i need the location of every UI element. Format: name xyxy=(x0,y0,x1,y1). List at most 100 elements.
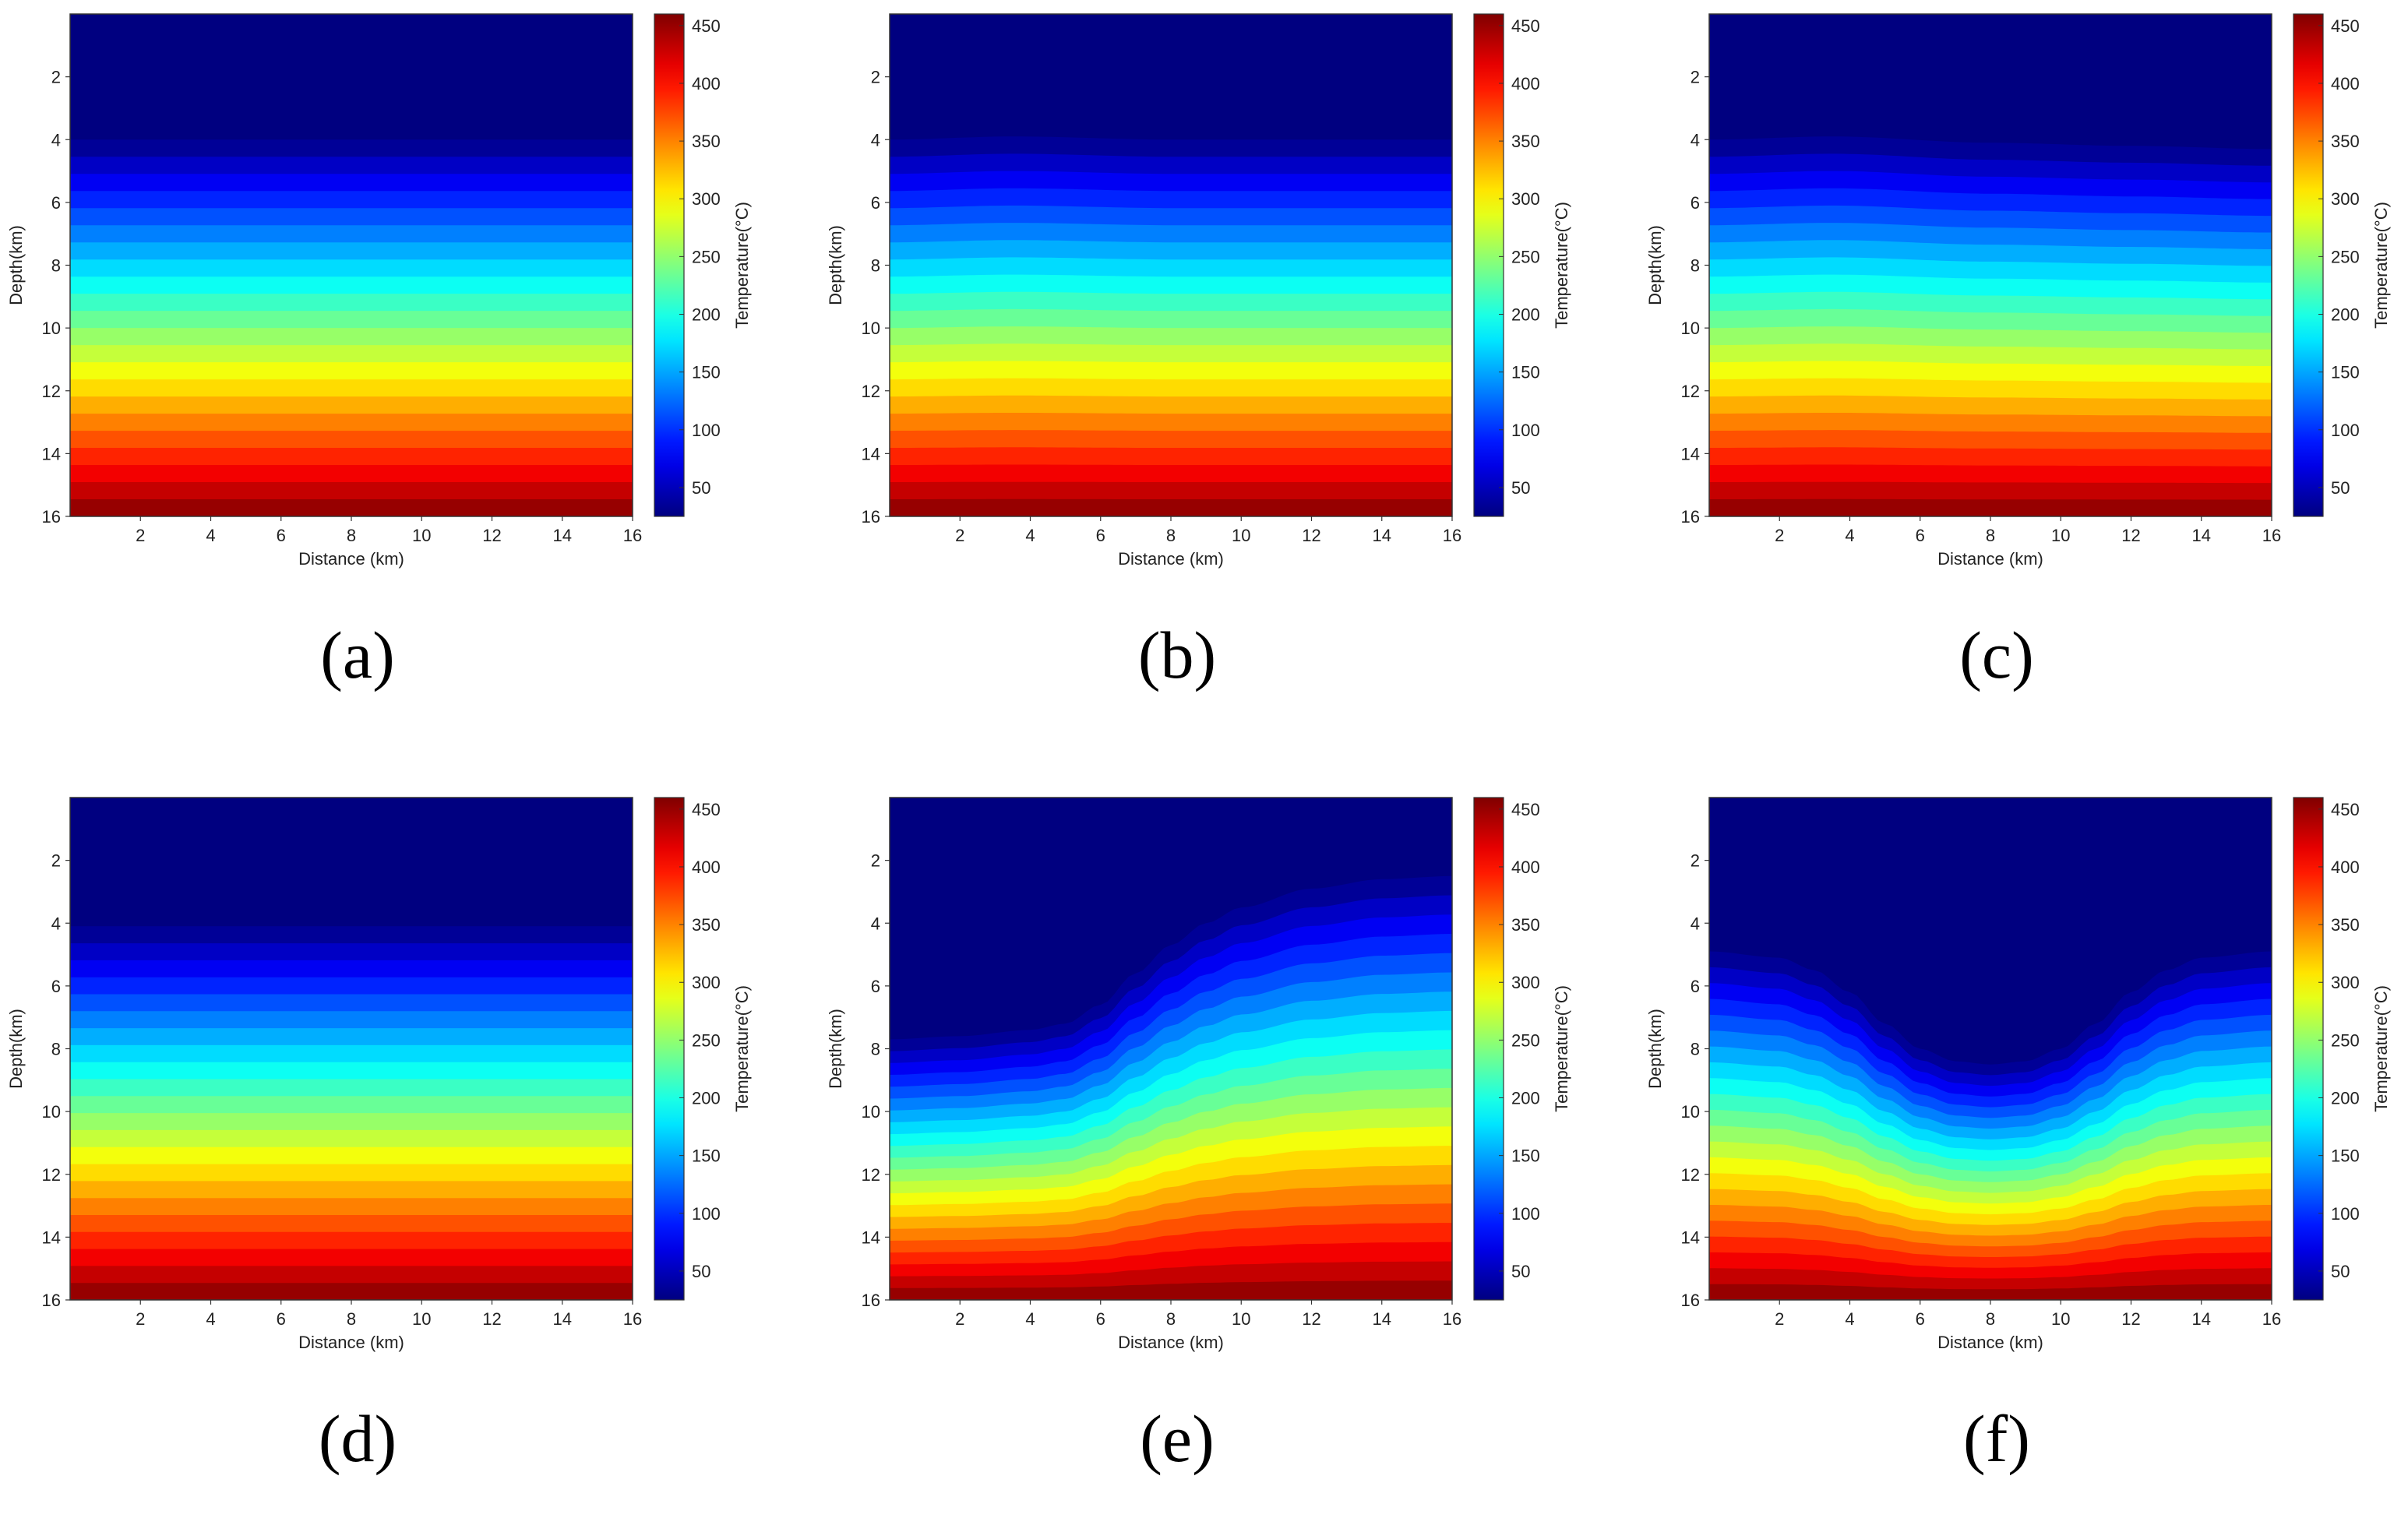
y-axis: 2 4 6 8 10 12 14 16 xyxy=(42,68,70,527)
x-tick-label: 6 xyxy=(1916,526,1925,545)
colorbar-gradient xyxy=(654,13,685,517)
y-axis: 2 4 6 8 10 12 14 16 xyxy=(862,68,890,527)
colorbar-tick-label: 100 xyxy=(692,421,721,440)
panel-c: 2 4 6 8 10 12 14 16 Distance (km) 2 4 6 8 10 12 14 16 Dep… xyxy=(1645,13,2391,692)
colorbar-tick-label: 350 xyxy=(692,915,721,935)
y-tick-label: 16 xyxy=(42,507,61,527)
y-tick-label: 12 xyxy=(1681,382,1700,401)
x-tick-label: 4 xyxy=(206,1309,215,1329)
colorbar-tick-label: 150 xyxy=(2331,363,2360,382)
y-tick-label: 8 xyxy=(871,256,880,276)
colorbar-tick-label: 50 xyxy=(692,478,710,498)
x-axis: 2 4 6 8 10 12 14 16 xyxy=(1775,516,2281,545)
y-tick-label: 4 xyxy=(1691,130,1700,150)
colorbar: 50 100 150 200 250 300 350 400 450 Temperature(°C… xyxy=(654,797,752,1301)
x-tick-label: 4 xyxy=(206,526,215,545)
x-tick-label: 10 xyxy=(412,526,431,545)
y-tick-label: 10 xyxy=(1681,319,1700,338)
y-tick-label: 14 xyxy=(42,444,61,463)
y-axis-title: Depth(km) xyxy=(826,1009,845,1089)
x-tick-label: 12 xyxy=(1302,526,1320,545)
colorbar-tick-label: 400 xyxy=(1511,858,1540,877)
x-tick-label: 14 xyxy=(1373,526,1391,545)
colorbar: 50 100 150 200 250 300 350 400 450 Temperature(°C… xyxy=(654,13,752,517)
x-tick-label: 2 xyxy=(1775,526,1784,545)
colorbar-tick-label: 300 xyxy=(692,973,721,992)
x-tick-label: 8 xyxy=(1166,1309,1176,1329)
temperature-field xyxy=(70,798,633,1300)
colorbar-tick-label: 300 xyxy=(2331,189,2360,209)
colorbar: 50 100 150 200 250 300 350 400 450 Temperature(°C… xyxy=(1473,13,1571,517)
y-tick-label: 4 xyxy=(871,130,880,150)
colorbar-tick-label: 150 xyxy=(692,1146,721,1166)
colorbar-tick-label: 200 xyxy=(692,1089,721,1108)
colorbar-tick-label: 200 xyxy=(2331,305,2360,325)
x-tick-label: 2 xyxy=(955,526,964,545)
colorbar-gradient xyxy=(2293,797,2324,1301)
y-tick-label: 4 xyxy=(51,914,61,933)
x-axis: 2 4 6 8 10 12 14 16 xyxy=(136,1300,642,1329)
colorbar-tick-label: 450 xyxy=(1511,16,1540,36)
isotherm-band xyxy=(890,498,1452,516)
y-axis-title: Depth(km) xyxy=(1645,225,1665,305)
colorbar: 50 100 150 200 250 300 350 400 450 Temperature(°C… xyxy=(1473,797,1571,1301)
x-tick-label: 16 xyxy=(2262,526,2281,545)
colorbar-tick-label: 300 xyxy=(1511,189,1540,209)
x-axis-title: Distance (km) xyxy=(1937,1333,2043,1352)
y-tick-label: 4 xyxy=(871,914,880,933)
x-tick-label: 2 xyxy=(136,526,145,545)
x-tick-label: 16 xyxy=(623,1309,642,1329)
y-tick-label: 6 xyxy=(871,977,880,996)
y-tick-label: 8 xyxy=(51,1040,61,1059)
colorbar-tick-label: 200 xyxy=(692,305,721,325)
colorbar-tick-label: 400 xyxy=(692,858,721,877)
x-tick-label: 10 xyxy=(1232,526,1250,545)
y-tick-label: 14 xyxy=(1681,1227,1700,1247)
y-tick-label: 2 xyxy=(1691,68,1700,87)
x-tick-label: 8 xyxy=(1986,526,1995,545)
x-tick-label: 12 xyxy=(2121,1309,2140,1329)
panel-e: 2 4 6 8 10 12 14 16 Distance (km) 2 4 6 8 10 12 14 16 Dep… xyxy=(826,797,1571,1476)
x-tick-label: 6 xyxy=(1096,1309,1105,1329)
colorbar-title: Temperature(°C) xyxy=(2371,202,2391,329)
colorbar-tick-label: 100 xyxy=(692,1204,721,1224)
y-tick-label: 16 xyxy=(42,1291,61,1310)
x-tick-label: 10 xyxy=(412,1309,431,1329)
isotherm-band xyxy=(1709,1284,2272,1300)
colorbar-tick-label: 300 xyxy=(2331,973,2360,992)
y-tick-label: 12 xyxy=(42,1165,61,1185)
colorbar-tick-label: 250 xyxy=(2331,247,2360,266)
colorbar: 50 100 150 200 250 300 350 400 450 Temperature(°C… xyxy=(2293,797,2391,1301)
colorbar-tick-label: 250 xyxy=(692,247,721,266)
y-tick-label: 6 xyxy=(51,977,61,996)
x-axis-title: Distance (km) xyxy=(1118,1333,1224,1352)
panel-b: 2 4 6 8 10 12 14 16 Distance (km) 2 4 6 8 10 12 14 16 Dep… xyxy=(826,13,1571,692)
temperature-field xyxy=(1709,14,2272,516)
temperature-field xyxy=(890,798,1452,1300)
x-axis-title: Distance (km) xyxy=(298,549,404,569)
colorbar-tick-label: 350 xyxy=(2331,915,2360,935)
y-axis: 2 4 6 8 10 12 14 16 xyxy=(1681,851,1709,1310)
x-tick-label: 8 xyxy=(347,526,356,545)
x-tick-label: 4 xyxy=(1025,1309,1035,1329)
colorbar: 50 100 150 200 250 300 350 400 450 Temperature(°C… xyxy=(2293,13,2391,517)
colorbar-tick-label: 250 xyxy=(692,1030,721,1050)
x-tick-label: 6 xyxy=(1096,526,1105,545)
x-tick-label: 10 xyxy=(1232,1309,1250,1329)
panel-f: 2 4 6 8 10 12 14 16 Distance (km) 2 4 6 8 10 12 14 16 Dep… xyxy=(1645,797,2391,1476)
colorbar-tick-label: 450 xyxy=(2331,16,2360,36)
colorbar-tick-label: 350 xyxy=(1511,915,1540,935)
x-tick-label: 16 xyxy=(2262,1309,2281,1329)
y-tick-label: 8 xyxy=(1691,256,1700,276)
colorbar-tick-label: 100 xyxy=(2331,1204,2360,1224)
colorbar-tick-label: 200 xyxy=(1511,305,1540,325)
y-tick-label: 10 xyxy=(42,319,61,338)
y-tick-label: 14 xyxy=(862,444,880,463)
x-tick-label: 2 xyxy=(136,1309,145,1329)
x-tick-label: 2 xyxy=(955,1309,964,1329)
colorbar-tick-label: 300 xyxy=(1511,973,1540,992)
x-tick-label: 6 xyxy=(277,526,286,545)
panel-label: (f) xyxy=(1963,1401,2030,1476)
x-tick-label: 8 xyxy=(1986,1309,1995,1329)
y-tick-label: 16 xyxy=(1681,507,1700,527)
